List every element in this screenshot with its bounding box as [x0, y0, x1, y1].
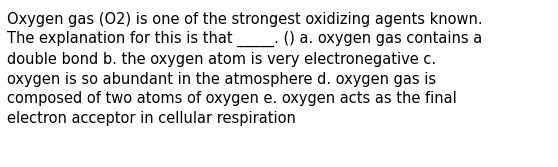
- Text: Oxygen gas (O2) is one of the strongest oxidizing agents known.
The explanation : Oxygen gas (O2) is one of the strongest …: [7, 12, 482, 126]
